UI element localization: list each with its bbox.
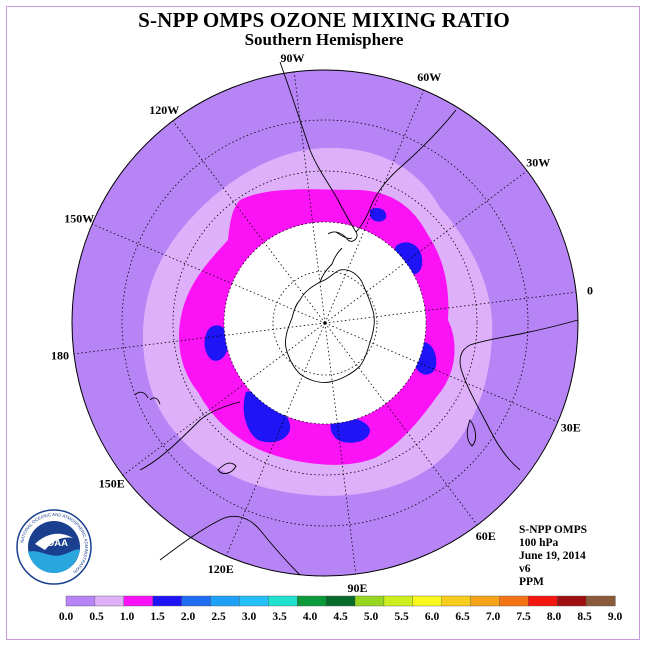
longitude-label: 180 <box>51 349 69 363</box>
legend-tick-label: 0.5 <box>89 611 104 623</box>
legend-swatch <box>441 595 472 607</box>
legend-tick-label: 3.0 <box>242 611 257 623</box>
legend-swatches <box>65 595 616 607</box>
longitude-label: 150E <box>99 477 125 491</box>
legend-tick-label: 7.5 <box>516 611 531 623</box>
legend-tick-label: 2.0 <box>181 611 196 623</box>
coastline-australia <box>139 401 301 576</box>
legend-swatch <box>383 595 414 607</box>
coastline-antarctica <box>285 269 375 383</box>
longitude-label: 150W <box>64 212 94 226</box>
longitude-label: 0 <box>587 284 593 298</box>
info-date: June 19, 2014 <box>519 550 586 562</box>
longitude-label: 30W <box>526 155 550 169</box>
legend-swatch <box>354 595 385 607</box>
map-title: S-NPP OMPS OZONE MIXING RATIO <box>138 8 510 32</box>
legend-swatch <box>152 595 183 607</box>
info-version: v6 <box>519 563 531 575</box>
legend-swatch <box>557 595 587 607</box>
legend-tick-label: 2.5 <box>211 611 226 623</box>
noaa-logo-text: NOAA <box>40 538 68 549</box>
legend-swatch <box>586 595 616 607</box>
legend-swatch <box>297 595 327 607</box>
legend-tick-label: 4.0 <box>303 611 318 623</box>
legend-swatch <box>181 595 212 607</box>
coastline-africa <box>459 319 579 471</box>
legend-swatch <box>94 595 125 607</box>
legend-tick-label: 8.5 <box>577 611 592 623</box>
latitude-circle <box>172 170 478 476</box>
south-pole-marker <box>323 321 327 325</box>
page-frame <box>6 6 640 640</box>
legend-tick-label: 4.5 <box>333 611 348 623</box>
noaa-logo: NOAA NATIONAL OCEANIC AND ATMOSPHERIC AD… <box>16 509 92 585</box>
legend-tick-labels: 0.0 0.5 1.0 1.5 2.0 2.5 3.0 3.5 4.0 4.5 5.0 5.5 6.0 6… <box>59 611 623 623</box>
coastlines <box>134 61 579 576</box>
latitude-circles <box>121 119 529 527</box>
color-legend: 0.0 0.5 1.0 1.5 2.0 2.5 3.0 3.5 4.0 4.5 5.0 5.5 6.0 6… <box>59 595 623 623</box>
longitude-label: 90W <box>281 51 305 65</box>
legend-tick-label: 3.5 <box>272 611 287 623</box>
legend-tick-label: 9.0 <box>608 611 623 623</box>
legend-tick-label: 5.0 <box>364 611 379 623</box>
legend-tick-label: 8.0 <box>547 611 562 623</box>
legend-swatch <box>268 595 298 607</box>
legend-tick-label: 0.0 <box>59 611 74 623</box>
longitude-label: 60E <box>476 529 496 543</box>
map-rim <box>71 69 579 577</box>
legend-swatch <box>499 595 529 607</box>
legend-tick-label: 6.0 <box>425 611 440 623</box>
info-block: S-NPP OMPS 100 hPa June 19, 2014 v6 PPM <box>519 524 587 589</box>
legend-swatch <box>65 595 96 607</box>
coastline-south-america <box>279 61 457 242</box>
legend-tick-label: 1.5 <box>150 611 165 623</box>
legend-swatch <box>470 595 501 607</box>
legend-swatch <box>210 595 240 607</box>
latitude-circle <box>272 270 378 376</box>
info-pressure-level: 100 hPa <box>519 537 559 549</box>
latitude-circle <box>121 119 529 527</box>
legend-swatch <box>239 595 269 607</box>
legend-tick-label: 1.0 <box>120 611 135 623</box>
map-subtitle: Southern Hemisphere <box>244 30 404 49</box>
legend-swatch <box>528 595 558 607</box>
legend-tick-label: 7.0 <box>486 611 501 623</box>
legend-tick-label: 5.5 <box>394 611 409 623</box>
longitude-labels: 0 30E 60E 90E 120E 150E 180 150W 120W 90W 60W 30W <box>51 51 593 595</box>
longitude-label: 120E <box>208 562 234 576</box>
legend-swatch <box>325 595 356 607</box>
longitude-label: 90E <box>347 581 367 595</box>
latitude-circle <box>223 221 427 425</box>
longitude-label: 120W <box>149 103 179 117</box>
longitude-label: 60W <box>417 70 441 84</box>
legend-tick-label: 6.5 <box>455 611 470 623</box>
legend-swatch <box>412 595 443 607</box>
legend-swatch <box>123 595 154 607</box>
info-units: PPM <box>519 576 544 588</box>
longitude-label: 30E <box>561 420 581 434</box>
info-instrument: S-NPP OMPS <box>519 524 588 536</box>
